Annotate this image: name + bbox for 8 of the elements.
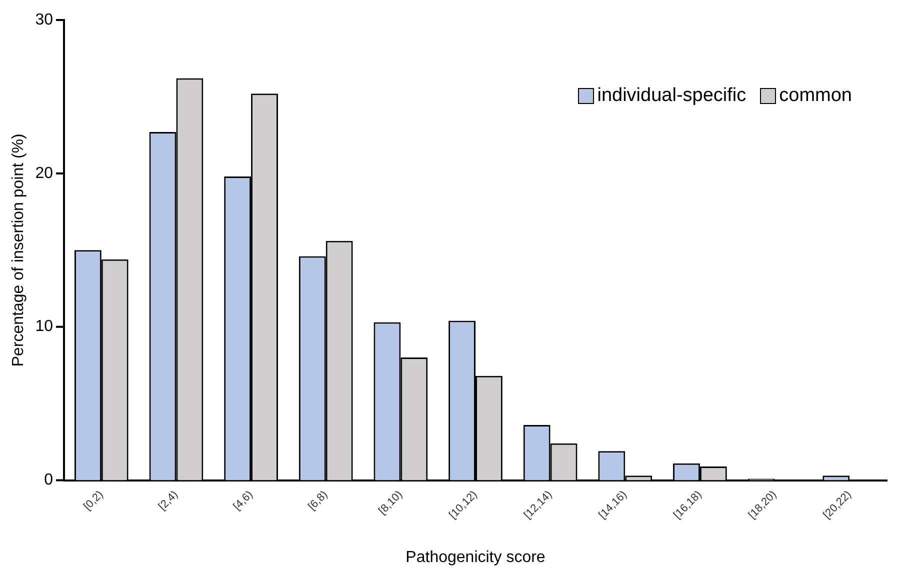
y-axis-title: Percentage of insertion point (%): [10, 134, 28, 367]
y-tick-label: 10: [35, 318, 54, 336]
y-tick-label: 20: [35, 164, 54, 182]
y-tick-label: 30: [35, 11, 54, 28]
legend-label: common: [779, 85, 852, 107]
legend-label: individual-specific: [597, 85, 746, 107]
x-axis-title: Pathogenicity score: [406, 548, 546, 566]
y-tick-label: 0: [44, 472, 54, 489]
